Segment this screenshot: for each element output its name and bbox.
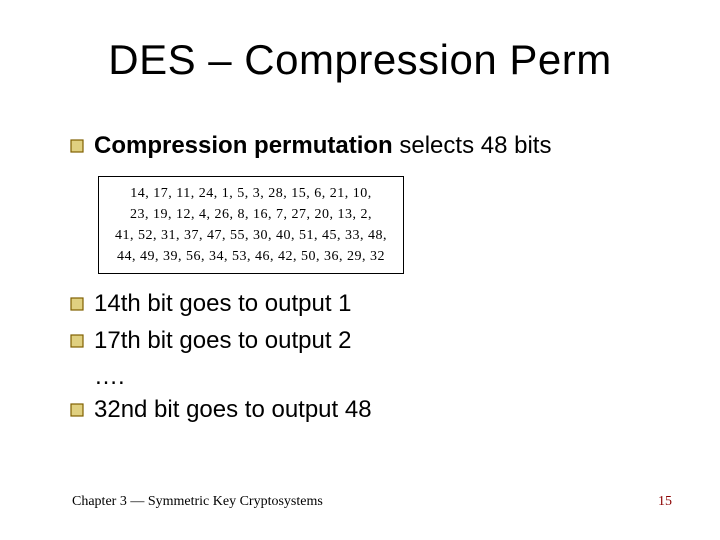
square-bullet-icon — [70, 139, 84, 153]
bullet-rest: selects 48 bits — [393, 132, 552, 159]
permutation-table: 14, 17, 11, 24, 1, 5, 3, 28, 15, 6, 21, … — [98, 176, 404, 274]
bullet-item: 17th bit goes to output 2 — [70, 325, 670, 357]
bullet-strong: Compression permutation — [94, 132, 393, 159]
square-bullet-icon — [70, 334, 84, 348]
bullet-item: Compression permutation selects 48 bits — [70, 130, 670, 162]
bullet-text: Compression permutation selects 48 bits — [94, 130, 670, 162]
bullet-text: 17th bit goes to output 2 — [94, 325, 670, 357]
perm-row: 14, 17, 11, 24, 1, 5, 3, 28, 15, 6, 21, … — [111, 183, 391, 204]
bullet-text: 14th bit goes to output 1 — [94, 288, 670, 320]
footer-chapter: Chapter 3 — Symmetric Key Cryptosystems — [72, 494, 323, 510]
square-bullet-icon — [70, 403, 84, 417]
perm-row: 41, 52, 31, 37, 47, 55, 30, 40, 51, 45, … — [111, 225, 391, 246]
slide-content: Compression permutation selects 48 bits … — [70, 130, 670, 430]
slide-title: DES – Compression Perm — [0, 36, 720, 84]
perm-row: 44, 49, 39, 56, 34, 53, 46, 42, 50, 36, … — [111, 246, 391, 267]
bullet-text: 32nd bit goes to output 48 — [94, 394, 670, 426]
bullet-item: 32nd bit goes to output 48 — [70, 394, 670, 426]
footer-page-number: 15 — [658, 494, 672, 510]
square-bullet-icon — [70, 297, 84, 311]
slide: DES – Compression Perm Compression permu… — [0, 0, 720, 540]
perm-row: 23, 19, 12, 4, 26, 8, 16, 7, 27, 20, 13,… — [111, 204, 391, 225]
bullet-item: 14th bit goes to output 1 — [70, 288, 670, 320]
bullet-continuation: …. — [94, 361, 670, 393]
